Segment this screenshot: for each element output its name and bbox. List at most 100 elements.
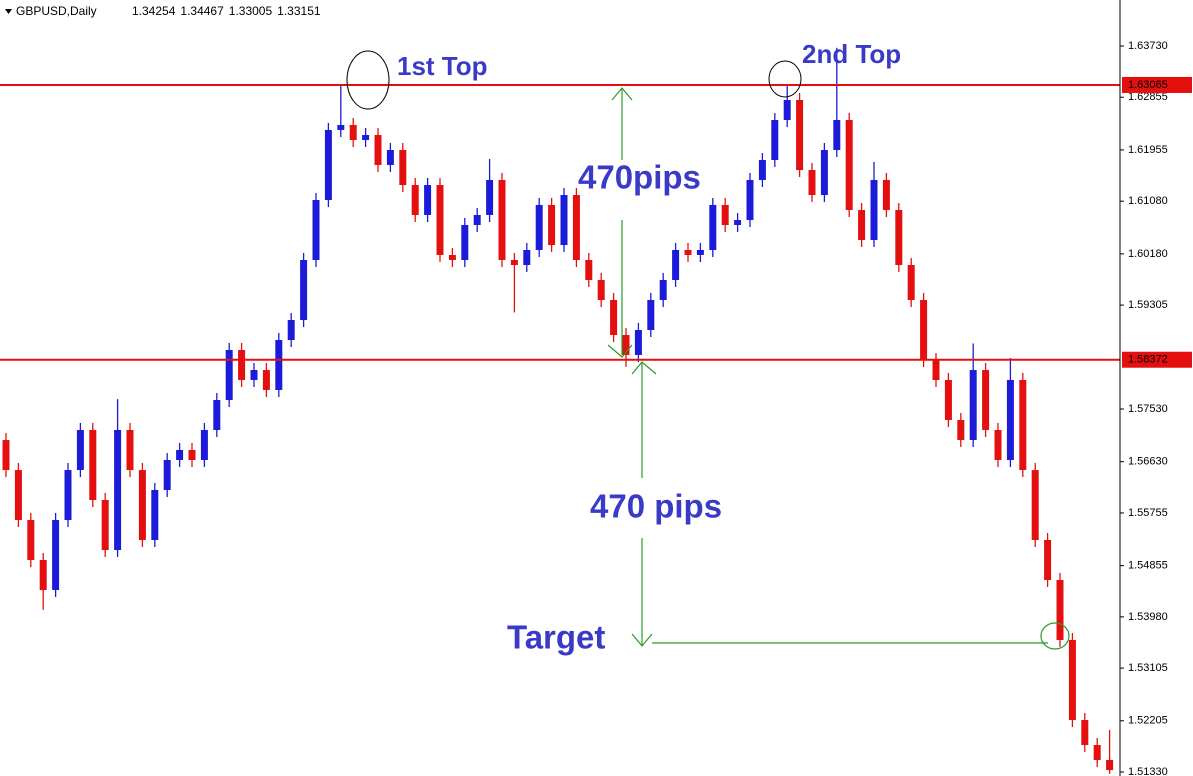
y-tick-label: 1.51330 <box>1128 766 1168 776</box>
candle-body <box>1019 379 1027 471</box>
candle-body <box>2 440 10 471</box>
candle-body <box>126 429 134 471</box>
candle-body <box>473 214 481 226</box>
candle-body <box>1056 579 1064 640</box>
arrow-head <box>631 633 653 647</box>
candle-body <box>783 100 791 121</box>
header-value: 1.33005 <box>229 4 273 18</box>
y-tick-label: 1.62855 <box>1128 91 1168 103</box>
y-tick-label: 1.53105 <box>1128 662 1168 674</box>
candle-body <box>14 470 22 521</box>
annotation: 470 pips <box>590 488 722 525</box>
candle-body <box>647 300 655 330</box>
candle-body <box>312 200 320 261</box>
candle-body <box>982 370 990 430</box>
arrow-head <box>611 87 633 101</box>
candle-body <box>1068 639 1076 721</box>
candle-body <box>969 370 977 440</box>
candle-body <box>238 350 246 380</box>
chart-title: GBPUSD,Daily <box>16 4 97 18</box>
arrow-head <box>607 344 633 358</box>
header-value: 1.34254 <box>132 4 176 18</box>
y-tick-label: 1.55755 <box>1128 507 1168 519</box>
candle-body <box>262 370 270 390</box>
candle-body <box>746 179 754 221</box>
candle-body <box>734 220 742 226</box>
candle-body <box>250 370 258 380</box>
candle-body <box>808 170 816 196</box>
candle-body <box>399 150 407 186</box>
candle-body <box>548 204 556 246</box>
candle-body <box>1093 745 1101 760</box>
candle-body <box>448 254 456 261</box>
candle-body <box>275 339 283 390</box>
candle-body <box>163 460 171 490</box>
candle-body <box>436 185 444 255</box>
candle-body <box>920 300 928 361</box>
candle-body <box>895 210 903 265</box>
price-label-box <box>1122 351 1192 368</box>
y-tick-label: 1.60180 <box>1128 248 1168 260</box>
candle-body <box>225 350 233 401</box>
target-circle <box>1040 622 1070 650</box>
y-tick-label: 1.53980 <box>1128 611 1168 623</box>
candle-body <box>820 150 828 196</box>
y-axis: 1.63730 1.62855 1.61955 1.61080 1.60180 1.593… <box>1120 40 1192 776</box>
header-ohlc: 1.34254 1.34467 1.33005 1.33151 <box>132 4 321 18</box>
candle-body <box>1106 759 1114 771</box>
candle-body <box>213 400 221 430</box>
candle-body <box>300 260 308 321</box>
candle-body <box>486 179 494 215</box>
candle-body <box>27 520 35 561</box>
candle-body <box>1044 539 1052 580</box>
annotation: 470pips <box>578 159 701 196</box>
candle-body <box>76 429 84 471</box>
price-lines <box>0 83 1120 361</box>
candle-body <box>709 204 717 251</box>
y-tick-label: 1.52205 <box>1128 715 1168 727</box>
candle-body <box>188 450 196 461</box>
price-label-box <box>1122 76 1192 93</box>
candle-body <box>944 379 952 421</box>
y-tick-label: 1.57530 <box>1128 403 1168 415</box>
candle-body <box>1031 470 1039 540</box>
annotation: 1st Top <box>397 51 488 81</box>
candle-body <box>634 329 642 355</box>
y-tick-label: 1.54855 <box>1128 560 1168 572</box>
price-label: 1.63065 <box>1128 79 1168 91</box>
y-tick-label: 1.61955 <box>1128 144 1168 156</box>
candle-body <box>101 500 109 551</box>
candle-body <box>89 429 97 501</box>
candle-body <box>907 264 915 301</box>
candle-body <box>560 195 568 246</box>
candle-body <box>362 135 370 140</box>
candle-body <box>64 470 72 521</box>
candle-body <box>498 179 506 261</box>
menu-arrow <box>5 9 12 14</box>
candle-body <box>585 260 593 280</box>
candle-body <box>845 120 853 211</box>
candle-body <box>411 185 419 215</box>
y-tick-label: 1.63730 <box>1128 40 1168 52</box>
candle-body <box>349 125 357 140</box>
candle-body <box>932 360 940 380</box>
candle-body <box>684 250 692 255</box>
candle-body <box>39 560 47 590</box>
candle-body <box>870 179 878 240</box>
candle-body <box>672 250 680 280</box>
header-value: 1.33151 <box>277 4 321 18</box>
candle-body <box>523 250 531 265</box>
candle-body <box>796 100 804 171</box>
arrows <box>607 87 1070 650</box>
candles <box>2 47 1114 774</box>
candle-body <box>1081 720 1089 746</box>
y-tick-label: 1.56630 <box>1128 456 1168 468</box>
candle-body <box>151 489 159 540</box>
annotation: 2nd Top <box>802 39 901 69</box>
candle-body <box>771 120 779 161</box>
candle-body <box>200 429 208 461</box>
arrow-head <box>631 361 657 375</box>
candle-body <box>1006 379 1014 461</box>
y-tick-label: 1.59305 <box>1128 299 1168 311</box>
candle-body <box>386 150 394 165</box>
